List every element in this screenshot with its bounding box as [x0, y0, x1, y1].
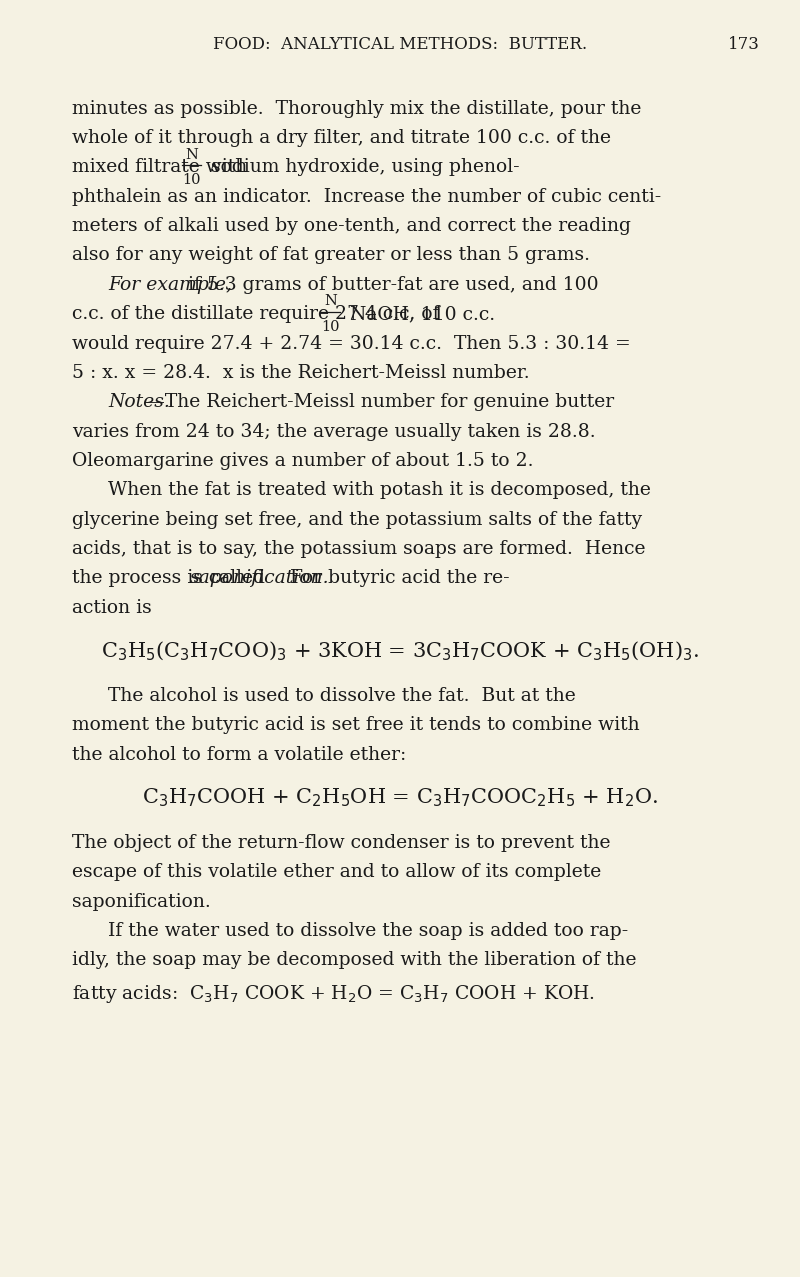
Text: For example,: For example,	[108, 276, 232, 294]
Text: glycerine being set free, and the potassium salts of the fatty: glycerine being set free, and the potass…	[72, 511, 642, 529]
Text: C$_3$H$_7$COOH + C$_2$H$_5$OH = C$_3$H$_7$COOC$_2$H$_5$ + H$_2$O.: C$_3$H$_7$COOH + C$_2$H$_5$OH = C$_3$H$_…	[142, 787, 658, 810]
Text: N: N	[185, 148, 198, 161]
Text: action is: action is	[72, 599, 152, 617]
Text: saponification.: saponification.	[190, 570, 330, 587]
Text: mixed filtrate with: mixed filtrate with	[72, 158, 254, 176]
Text: N: N	[324, 295, 338, 308]
Text: If the water used to dissolve the soap is added too rap-: If the water used to dissolve the soap i…	[108, 922, 628, 940]
Text: The alcohol is used to dissolve the fat.  But at the: The alcohol is used to dissolve the fat.…	[108, 687, 576, 705]
Text: minutes as possible.  Thoroughly mix the distillate, pour the: minutes as possible. Thoroughly mix the …	[72, 100, 642, 117]
Text: idly, the soap may be decomposed with the liberation of the: idly, the soap may be decomposed with th…	[72, 951, 637, 969]
Text: FOOD:  ANALYTICAL METHODS:  BUTTER.: FOOD: ANALYTICAL METHODS: BUTTER.	[213, 36, 587, 54]
Text: For butyric acid the re-: For butyric acid the re-	[278, 570, 510, 587]
Text: C$_3$H$_5$(C$_3$H$_7$COO)$_3$ + 3KOH = 3C$_3$H$_7$COOK + C$_3$H$_5$(OH)$_3$.: C$_3$H$_5$(C$_3$H$_7$COO)$_3$ + 3KOH = 3…	[101, 640, 699, 663]
Text: When the fat is treated with potash it is decomposed, the: When the fat is treated with potash it i…	[108, 481, 651, 499]
Text: 10: 10	[182, 174, 201, 186]
Text: the alcohol to form a volatile ether:: the alcohol to form a volatile ether:	[72, 746, 406, 764]
Text: 5 : x. x = 28.4.  x is the Reichert-Meissl number.: 5 : x. x = 28.4. x is the Reichert-Meiss…	[72, 364, 530, 382]
Text: 10: 10	[322, 321, 340, 333]
Text: Oleomargarine gives a number of about 1.5 to 2.: Oleomargarine gives a number of about 1.…	[72, 452, 534, 470]
Text: the process is called: the process is called	[72, 570, 271, 587]
Text: saponification.: saponification.	[72, 893, 210, 911]
Text: —The Reichert-Meissl number for genuine butter: —The Reichert-Meissl number for genuine …	[146, 393, 614, 411]
Text: The object of the return-flow condenser is to prevent the: The object of the return-flow condenser …	[72, 834, 610, 852]
Text: Notes.: Notes.	[108, 393, 170, 411]
Text: escape of this volatile ether and to allow of its complete: escape of this volatile ether and to all…	[72, 863, 602, 881]
Text: also for any weight of fat greater or less than 5 grams.: also for any weight of fat greater or le…	[72, 246, 590, 264]
Text: NaOH, 110 c.c.: NaOH, 110 c.c.	[344, 305, 495, 323]
Text: fatty acids:  C$_3$H$_7$ COOK + H$_2$O = C$_3$H$_7$ COOH + KOH.: fatty acids: C$_3$H$_7$ COOK + H$_2$O = …	[72, 982, 595, 1005]
Text: c.c. of the distillate require 27.4 c.c. of: c.c. of the distillate require 27.4 c.c.…	[72, 305, 446, 323]
Text: phthalein as an indicator.  Increase the number of cubic centi-: phthalein as an indicator. Increase the …	[72, 188, 662, 206]
Text: 173: 173	[728, 36, 760, 54]
Text: if 5.3 grams of butter-fat are used, and 100: if 5.3 grams of butter-fat are used, and…	[182, 276, 598, 294]
Text: moment the butyric acid is set free it tends to combine with: moment the butyric acid is set free it t…	[72, 716, 640, 734]
Text: meters of alkali used by one-tenth, and correct the reading: meters of alkali used by one-tenth, and …	[72, 217, 631, 235]
Text: varies from 24 to 34; the average usually taken is 28.8.: varies from 24 to 34; the average usuall…	[72, 423, 596, 441]
Text: acids, that is to say, the potassium soaps are formed.  Hence: acids, that is to say, the potassium soa…	[72, 540, 646, 558]
Text: sodium hydroxide, using phenol-: sodium hydroxide, using phenol-	[205, 158, 520, 176]
Text: would require 27.4 + 2.74 = 30.14 c.c.  Then 5.3 : 30.14 =: would require 27.4 + 2.74 = 30.14 c.c. T…	[72, 335, 630, 352]
Text: whole of it through a dry filter, and titrate 100 c.c. of the: whole of it through a dry filter, and ti…	[72, 129, 611, 147]
